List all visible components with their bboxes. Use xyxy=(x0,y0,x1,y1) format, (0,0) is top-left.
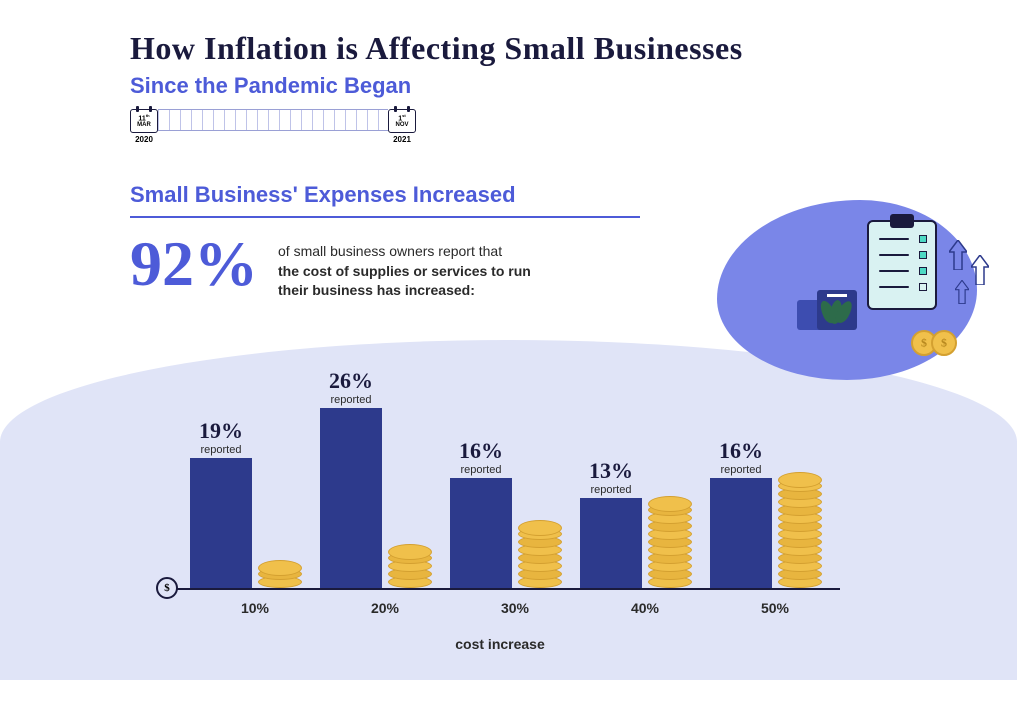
bar-label: 26%reported xyxy=(320,368,382,406)
bar-group: 19%reported xyxy=(190,458,320,588)
bar: 16%reported xyxy=(710,478,772,588)
bar: 19%reported xyxy=(190,458,252,588)
xaxis-tick: 50% xyxy=(710,600,840,616)
arrow-up-icon xyxy=(955,280,969,304)
coin-stack xyxy=(648,502,692,588)
arrow-up-icon xyxy=(971,255,989,285)
bar: 26%reported xyxy=(320,408,382,588)
bar-group: 26%reported xyxy=(320,408,450,588)
arrow-up-icon xyxy=(949,240,967,270)
subheadline: Since the Pandemic Began xyxy=(130,73,887,99)
xaxis-tick: 40% xyxy=(580,600,710,616)
bar-label: 16%reported xyxy=(450,438,512,476)
xaxis-label: cost increase xyxy=(160,636,840,652)
dollar-axis-icon: $ xyxy=(156,577,178,599)
calendar-start-icon: 11th MAR 2020 xyxy=(130,109,158,144)
calendar-end-icon: 1st NOV 2021 xyxy=(388,109,416,144)
timeline: 11th MAR 2020 1st NOV 2021 xyxy=(130,109,887,144)
section-title: Small Business' Expenses Increased xyxy=(130,182,640,218)
bar-chart: $ 19%reported26%reported16%reported13%re… xyxy=(160,370,840,660)
bar-label: 19%reported xyxy=(190,418,252,456)
bar: 13%reported xyxy=(580,498,642,588)
big-stat-text: of small business owners report that the… xyxy=(278,242,558,301)
coin-stack xyxy=(778,478,822,588)
bar-label: 13%reported xyxy=(580,458,642,496)
coin-stack xyxy=(518,526,562,588)
bar-group: 16%reported xyxy=(710,478,840,588)
xaxis-tick: 20% xyxy=(320,600,450,616)
bar: 16%reported xyxy=(450,478,512,588)
xaxis-tick: 10% xyxy=(190,600,320,616)
headline: How Inflation is Affecting Small Busines… xyxy=(130,30,887,67)
bar-group: 16%reported xyxy=(450,478,580,588)
coin-stack xyxy=(388,550,432,588)
bar-label: 16%reported xyxy=(710,438,772,476)
coin-stack xyxy=(258,566,302,588)
bar-group: 13%reported xyxy=(580,498,710,588)
timeline-bar xyxy=(158,109,388,131)
xaxis-tick: 30% xyxy=(450,600,580,616)
big-stat-percent: 92% xyxy=(130,232,258,296)
coins-icon xyxy=(911,330,957,361)
